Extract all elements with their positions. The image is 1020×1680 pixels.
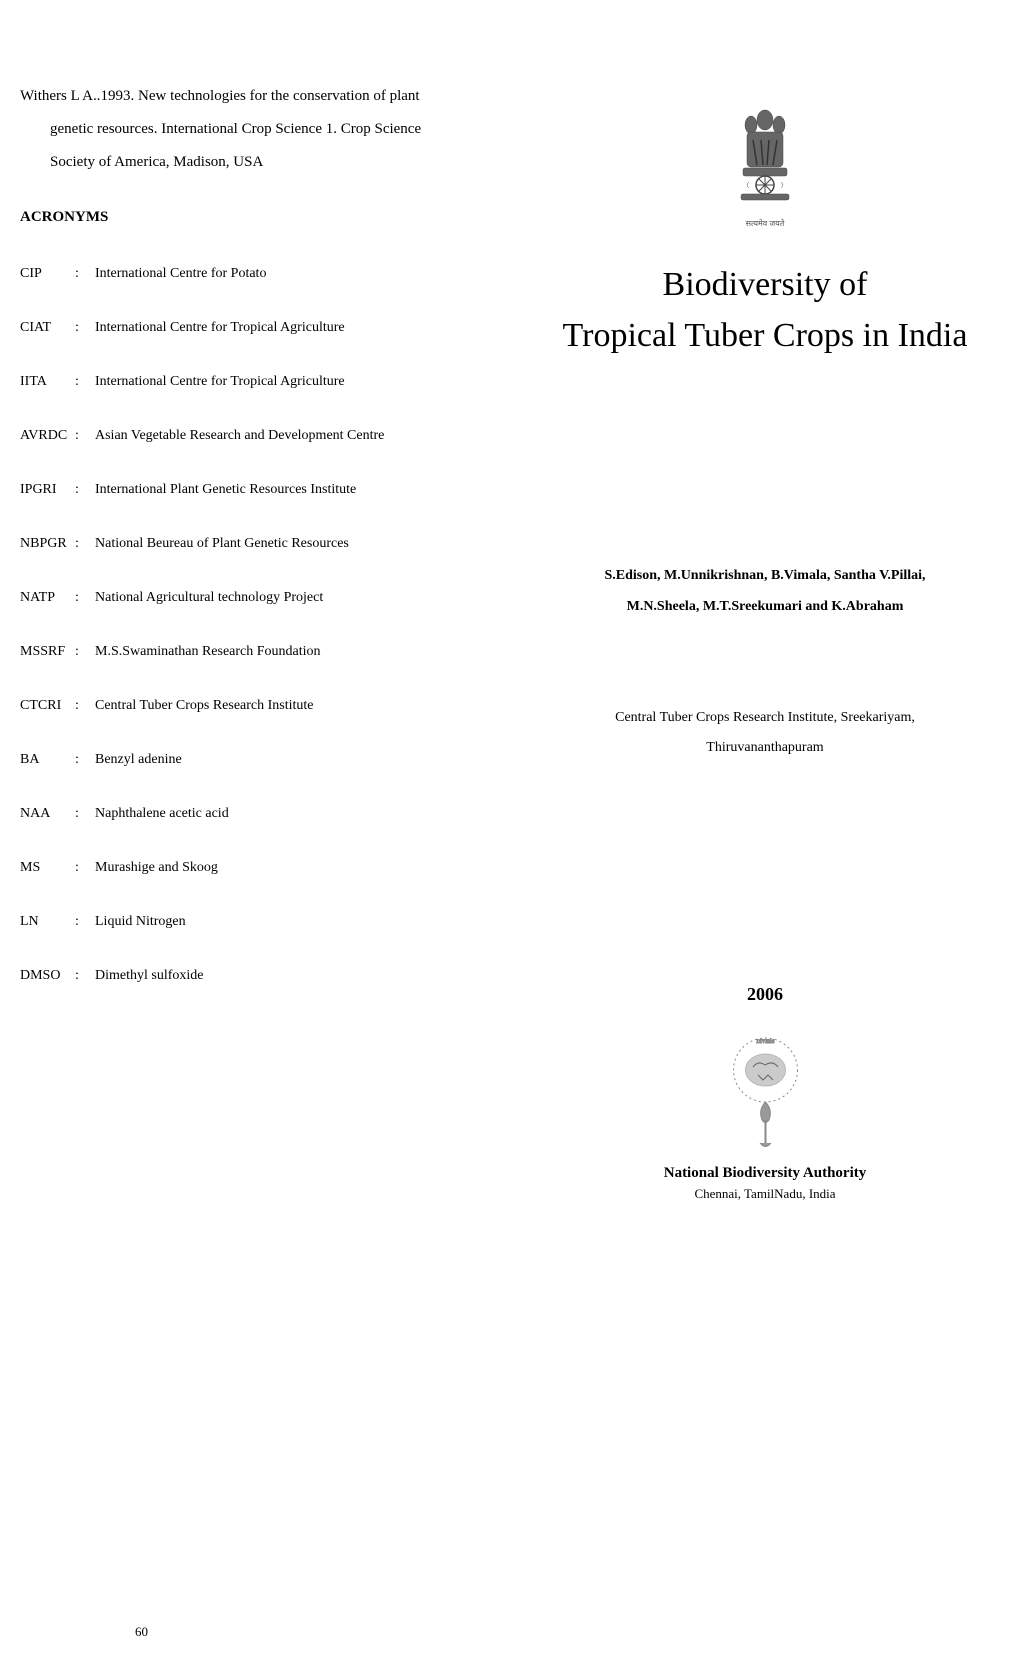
acronym-value: Central Tuber Crops Research Institute	[95, 698, 480, 714]
acronym-value: Dimethyl sulfoxide	[95, 968, 480, 984]
acronym-key: MSSRF	[20, 644, 75, 660]
institute-line: Thiruvananthapuram	[706, 740, 823, 755]
acronym-row: NBPGR:National Beureau of Plant Genetic …	[20, 536, 480, 552]
acronym-row: NAA:Naphthalene acetic acid	[20, 806, 480, 822]
reference-line: Society of America, Madison, USA	[20, 146, 480, 179]
acronym-value: National Beureau of Plant Genetic Resour…	[95, 536, 480, 552]
acronym-key: NATP	[20, 590, 75, 606]
reference-line: genetic resources. International Crop Sc…	[20, 113, 480, 146]
publisher: National Biodiversity Authority	[664, 1165, 867, 1182]
acronym-colon: :	[75, 644, 95, 660]
title-line: Tropical Tuber Crops in India	[563, 317, 968, 354]
institute-line: Central Tuber Crops Research Institute, …	[615, 710, 915, 725]
acronym-colon: :	[75, 698, 95, 714]
authors: S.Edison, M.Unnikrishnan, B.Vimala, Sant…	[604, 561, 925, 623]
page-number: 60	[135, 1624, 148, 1640]
acronym-row: NATP:National Agricultural technology Pr…	[20, 590, 480, 606]
reference-line: Withers L A..1993. New technologies for …	[20, 88, 420, 104]
acronym-value: Asian Vegetable Research and Development…	[95, 428, 480, 444]
acronym-key: NBPGR	[20, 536, 75, 552]
acronym-colon: :	[75, 482, 95, 498]
year: 2006	[747, 984, 783, 1005]
acronym-key: AVRDC	[20, 428, 75, 444]
acronym-row: DMSO:Dimethyl sulfoxide	[20, 968, 480, 984]
acronym-value: International Centre for Tropical Agricu…	[95, 320, 480, 336]
acronyms-heading: ACRONYMS	[20, 209, 480, 226]
acronym-colon: :	[75, 536, 95, 552]
acronym-row: MS:Murashige and Skoog	[20, 860, 480, 876]
acronym-colon: :	[75, 266, 95, 282]
acronym-key: LN	[20, 914, 75, 930]
institute: Central Tuber Crops Research Institute, …	[615, 703, 915, 765]
title-line: Biodiversity of	[663, 266, 868, 303]
acronym-key: BA	[20, 752, 75, 768]
acronym-key: CIAT	[20, 320, 75, 336]
acronym-value: Murashige and Skoog	[95, 860, 480, 876]
acronym-colon: :	[75, 374, 95, 390]
acronym-colon: :	[75, 806, 95, 822]
acronym-colon: :	[75, 428, 95, 444]
publisher-location: Chennai, TamilNadu, India	[694, 1186, 835, 1202]
document-title: Biodiversity of Tropical Tuber Crops in …	[563, 259, 968, 361]
acronym-colon: :	[75, 590, 95, 606]
acronym-value: National Agricultural technology Project	[95, 590, 480, 606]
reference-text: Withers L A..1993. New technologies for …	[20, 80, 480, 179]
acronym-key: CTCRI	[20, 698, 75, 714]
svg-text:DIVERS: DIVERS	[756, 1040, 774, 1045]
acronym-row: LN:Liquid Nitrogen	[20, 914, 480, 930]
acronyms-list: CIP:International Centre for PotatoCIAT:…	[20, 266, 480, 984]
acronym-colon: :	[75, 914, 95, 930]
nba-logo-icon: DIVERS	[728, 1025, 803, 1155]
authors-line: M.N.Sheela, M.T.Sreekumari and K.Abraham	[627, 599, 904, 614]
acronym-row: AVRDC:Asian Vegetable Research and Devel…	[20, 428, 480, 444]
left-page: Withers L A..1993. New technologies for …	[0, 0, 510, 1680]
india-emblem-icon	[735, 100, 795, 210]
acronym-row: CIP:International Centre for Potato	[20, 266, 480, 282]
acronym-key: IITA	[20, 374, 75, 390]
acronym-value: Naphthalene acetic acid	[95, 806, 480, 822]
acronym-value: International Centre for Potato	[95, 266, 480, 282]
acronym-value: Liquid Nitrogen	[95, 914, 480, 930]
acronym-key: MS	[20, 860, 75, 876]
acronym-colon: :	[75, 752, 95, 768]
acronym-colon: :	[75, 860, 95, 876]
acronym-row: MSSRF:M.S.Swaminathan Research Foundatio…	[20, 644, 480, 660]
acronym-colon: :	[75, 320, 95, 336]
acronym-row: BA:Benzyl adenine	[20, 752, 480, 768]
acronym-row: IITA:International Centre for Tropical A…	[20, 374, 480, 390]
authors-line: S.Edison, M.Unnikrishnan, B.Vimala, Sant…	[604, 568, 925, 583]
acronym-key: CIP	[20, 266, 75, 282]
acronym-value: International Plant Genetic Resources In…	[95, 482, 480, 498]
acronym-key: IPGRI	[20, 482, 75, 498]
acronym-key: NAA	[20, 806, 75, 822]
emblem-caption: सत्यमेव जयते	[746, 218, 785, 229]
acronym-value: Benzyl adenine	[95, 752, 480, 768]
acronym-value: International Centre for Tropical Agricu…	[95, 374, 480, 390]
right-page: सत्यमेव जयते Biodiversity of Tropical Tu…	[510, 0, 1020, 1680]
acronym-colon: :	[75, 968, 95, 984]
acronym-value: M.S.Swaminathan Research Foundation	[95, 644, 480, 660]
acronym-key: DMSO	[20, 968, 75, 984]
acronym-row: IPGRI:International Plant Genetic Resour…	[20, 482, 480, 498]
acronym-row: CTCRI:Central Tuber Crops Research Insti…	[20, 698, 480, 714]
acronym-row: CIAT:International Centre for Tropical A…	[20, 320, 480, 336]
